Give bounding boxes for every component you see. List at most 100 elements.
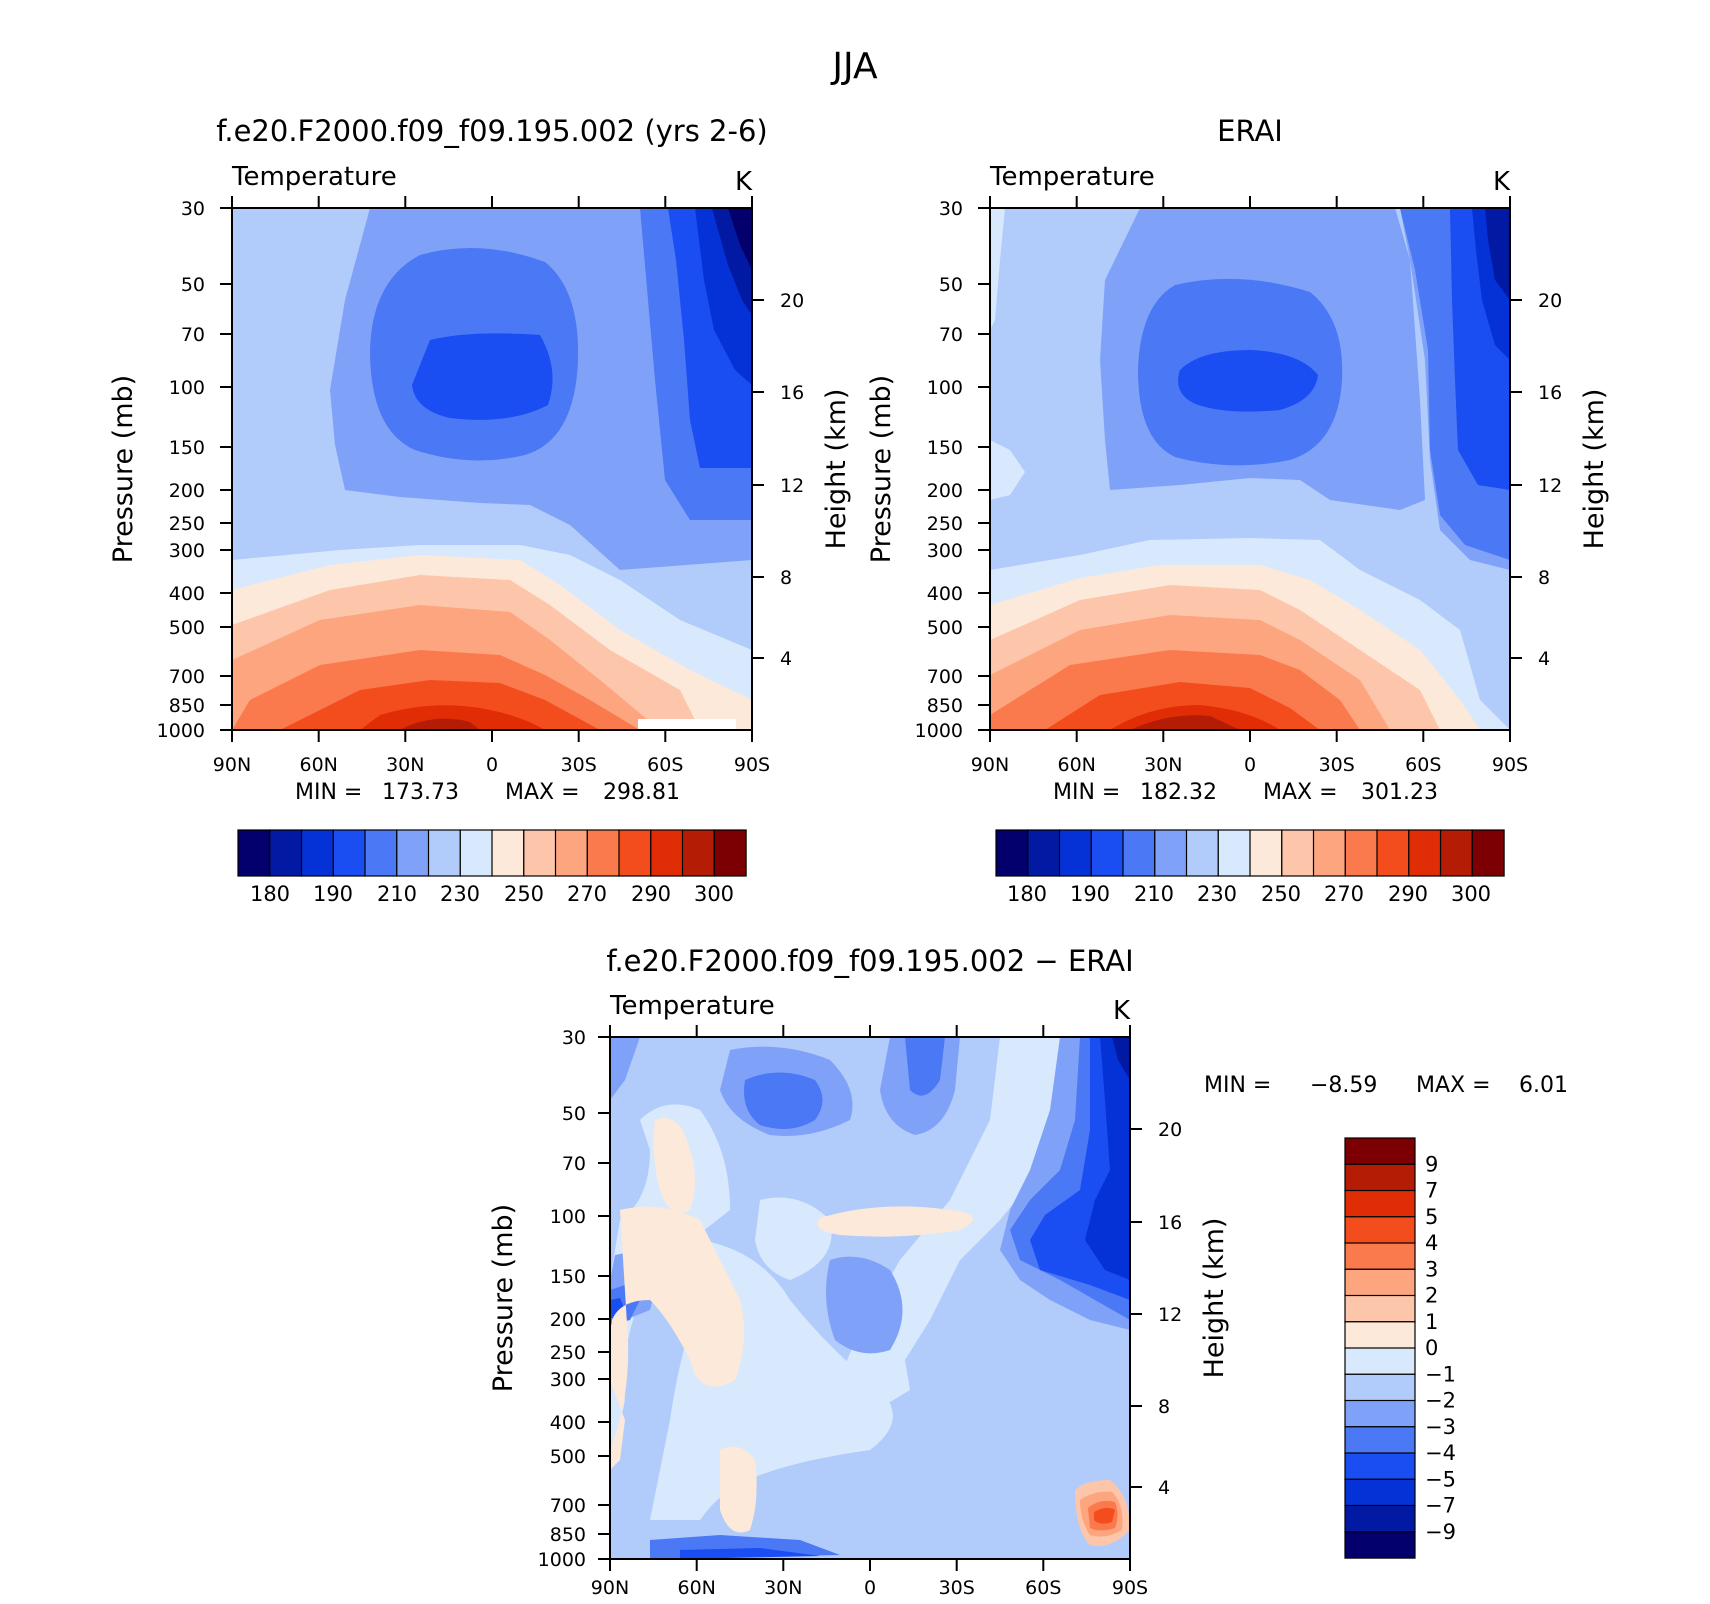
x-tick: 60S: [1405, 730, 1441, 776]
contour-fill: [817, 1206, 973, 1237]
y-tick-label: 30: [562, 1027, 586, 1049]
y-tick-label: 1000: [157, 720, 205, 742]
y-ticks: 30 50 70 100 150 200 250 300 400 500 700…: [157, 198, 232, 742]
y2-tick: 8: [1510, 567, 1550, 589]
y-tick-label: 50: [562, 1103, 586, 1125]
colorbar-box: [1344, 1137, 1416, 1165]
units-label: K: [1113, 996, 1131, 1026]
colorbar-box: [1344, 829, 1378, 877]
y-axis-label: Pressure (mb): [108, 375, 139, 563]
x-tick-label: 90N: [213, 754, 251, 776]
colorbar-label: −9: [1425, 1520, 1456, 1544]
min-max-readout: MIN = −8.59 MAX = 6.01: [1204, 1073, 1568, 1098]
contour-field: [232, 208, 752, 730]
colorbar-label: −7: [1425, 1494, 1456, 1518]
x-tick-label: 30S: [939, 1577, 975, 1599]
x-tick-label: 30S: [561, 754, 597, 776]
colorbar-label: 3: [1425, 1257, 1438, 1281]
y2-tick-label: 8: [1538, 567, 1550, 589]
y-tick-label: 70: [181, 324, 205, 346]
colorbar-label: 250: [1261, 882, 1301, 906]
y-tick-label: 400: [550, 1412, 586, 1434]
y-tick-label: 1000: [915, 720, 963, 742]
x-tick-label: 30S: [1319, 754, 1355, 776]
x-tick-label: 90S: [1492, 754, 1528, 776]
y-tick: 100: [550, 1206, 610, 1228]
y2-tick: 16: [1510, 382, 1562, 404]
colorbar-box: [1312, 829, 1346, 877]
colorbar-label: 4: [1425, 1231, 1438, 1255]
colorbar-box: [1344, 1504, 1416, 1533]
y-tick-label: 30: [181, 198, 205, 220]
y-tick: 50: [939, 274, 990, 296]
y-axis-label: Pressure (mb): [488, 1204, 519, 1392]
colorbar-label: 270: [1324, 882, 1364, 906]
y2-tick-label: 12: [780, 475, 804, 497]
y-ticks: 30 50 70 100 150 200 250 300 400 500 700…: [915, 198, 990, 742]
x-tick: 90S: [734, 730, 770, 776]
colorbar-box: [1185, 829, 1219, 877]
y-tick-label: 50: [939, 274, 963, 296]
contour-fill: [755, 1197, 832, 1280]
y-tick-label: 500: [927, 617, 963, 639]
max-value: 298.81: [603, 780, 680, 805]
y2-tick: 4: [1130, 1477, 1170, 1499]
colorbar-boxes: [1344, 1137, 1416, 1559]
y2-tick-label: 16: [780, 382, 804, 404]
y-tick-label: 100: [550, 1206, 586, 1228]
y-tick: 200: [169, 480, 232, 502]
units-label: K: [1493, 167, 1511, 197]
x-tick-label: 60S: [1405, 754, 1441, 776]
min-label: MIN =: [295, 780, 362, 805]
contour-fill: [610, 1206, 744, 1470]
y2-tick: 12: [752, 475, 804, 497]
contour-fill: [360, 705, 545, 730]
colorbar-box: [1344, 1294, 1416, 1323]
x-tick: 60N: [1058, 730, 1096, 776]
x-tick: 60S: [1025, 1559, 1061, 1599]
y-ticks: 30 50 70 100 150 200 250 300 400 500 700…: [538, 1027, 610, 1571]
max-label: MAX =: [1263, 780, 1338, 805]
colorbar-label: 210: [1134, 882, 1174, 906]
colorbar-box: [1344, 1426, 1416, 1454]
y2-ticks: 20 16 12 8 4: [1130, 1119, 1182, 1499]
colorbar-label: 270: [567, 882, 607, 906]
x-tick: 90N: [213, 730, 251, 776]
y-tick: 400: [927, 583, 990, 605]
colorbar-label: −4: [1425, 1441, 1456, 1465]
min-value: 173.73: [382, 780, 459, 805]
colorbar-box: [491, 829, 525, 877]
x-tick: 30S: [1319, 730, 1355, 776]
y-tick: 150: [169, 437, 232, 459]
y-tick: 100: [927, 377, 990, 399]
max-value: 6.01: [1519, 1073, 1568, 1098]
y-tick: 150: [927, 437, 990, 459]
colorbar-box: [300, 829, 334, 877]
y-tick: 500: [169, 617, 232, 639]
colorbar-box: [1439, 829, 1473, 877]
colorbar-label: 180: [250, 882, 290, 906]
y2-tick-label: 16: [1158, 1212, 1182, 1234]
contour-fill: [720, 1446, 757, 1533]
x-tick-label: 60N: [1058, 754, 1096, 776]
panel-title: ERAI: [1217, 114, 1283, 148]
x-tick-label: 60N: [300, 754, 338, 776]
x-tick: 30S: [939, 1559, 975, 1599]
x-tick: 90S: [1112, 1559, 1148, 1599]
y2-tick-label: 20: [1158, 1119, 1182, 1141]
colorbar-box: [1344, 1242, 1416, 1270]
y-tick-label: 150: [169, 437, 205, 459]
colorbar-label: −5: [1425, 1467, 1456, 1491]
x-tick: 30N: [1144, 730, 1182, 776]
colorbar-label: 9: [1425, 1152, 1438, 1176]
x-ticks: 90N 60N 30N 0 30S 60S 90S: [591, 1559, 1148, 1599]
y-tick: 300: [927, 540, 990, 562]
y2-tick-label: 12: [1158, 1304, 1182, 1326]
y-axis-label: Pressure (mb): [866, 375, 897, 563]
x-tick-label: 30N: [386, 754, 424, 776]
y-tick: 200: [927, 480, 990, 502]
y-tick: 850: [169, 695, 232, 717]
colorbar-box: [1408, 829, 1442, 877]
colorbar-box: [554, 829, 588, 877]
